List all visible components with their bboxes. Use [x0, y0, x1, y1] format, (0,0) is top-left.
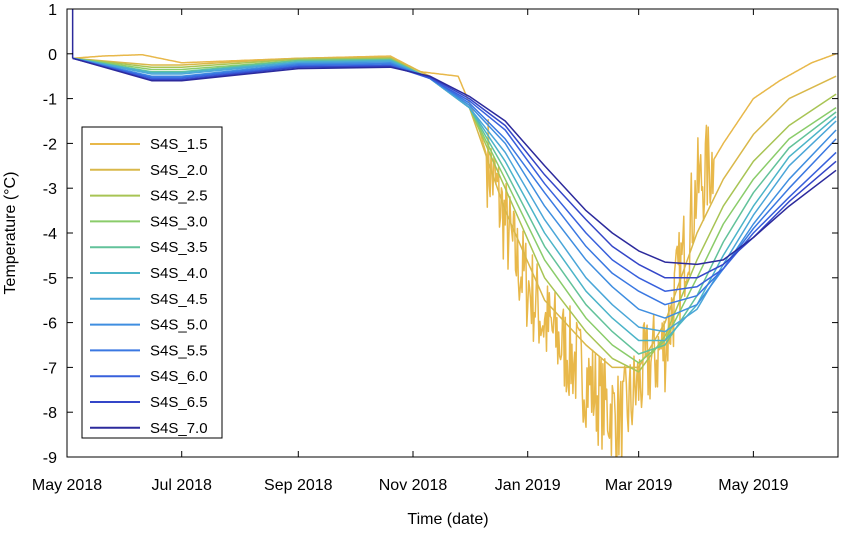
series-line-s4s-1-5	[72, 53, 837, 457]
y-axis-title: Temperature (°C)	[2, 172, 19, 295]
legend-label: S4S_3.0	[150, 213, 208, 230]
legend-label: S4S_4.5	[150, 291, 208, 308]
series-line-s4s-3-5	[72, 57, 837, 355]
legend-label: S4S_5.5	[150, 342, 208, 359]
series-line-s4s-6-0	[72, 57, 837, 292]
y-tick-label: -4	[43, 226, 57, 243]
y-tick-label: -9	[43, 450, 57, 467]
x-tick-label: Jul 2018	[151, 477, 212, 494]
y-tick-label: -5	[43, 271, 57, 288]
series-line-s4s-7-0	[72, 57, 837, 266]
legend-box	[81, 126, 223, 439]
legend-label: S4S_6.5	[150, 394, 208, 411]
legend-label: S4S_4.0	[150, 265, 208, 282]
x-axis-title: Time (date)	[407, 511, 488, 528]
x-tick-label: May 2019	[718, 477, 788, 494]
legend-label: S4S_7.0	[150, 420, 208, 437]
x-tick-label: May 2018	[32, 477, 102, 494]
legend-label: S4S_6.0	[150, 368, 208, 385]
series-line-s4s-2-5	[72, 57, 837, 373]
y-tick-label: -6	[43, 316, 57, 333]
y-tick-label: -8	[43, 405, 57, 422]
y-tick-label: -2	[43, 136, 57, 153]
x-tick-label: Mar 2019	[605, 477, 673, 494]
legend-label: S4S_2.5	[150, 188, 208, 205]
y-tick-label: -7	[43, 360, 57, 377]
series-line-s4s-4-0	[72, 57, 837, 342]
legend-label: S4S_3.5	[150, 239, 208, 256]
y-tick-label: -3	[43, 181, 57, 198]
axis-layer: 1 0 -1 -2 -3 -4 -5 -6 -7 -8 -9 May 2018 Jul 2018 Sep …	[32, 2, 838, 494]
y-tick-label: 0	[48, 47, 57, 64]
series-line-s4s-6-5	[72, 57, 837, 279]
x-tick-label: Jan 2019	[495, 477, 561, 494]
legend-items: S4S_1.5 S4S_2.0 S4S_2.5 S4S_3.0 S4S_3.5 S4S_4…	[90, 136, 208, 437]
y-tick-label: 1	[48, 2, 57, 19]
series-line-s4s-2-0	[72, 56, 837, 369]
legend-label: S4S_5.0	[150, 317, 208, 334]
y-tick-label: -1	[43, 92, 57, 109]
legend: S4S_1.5 S4S_2.0 S4S_2.5 S4S_3.0 S4S_3.5 S4S_4…	[81, 126, 223, 439]
legend-label: S4S_1.5	[150, 136, 208, 153]
x-tick-label: Nov 2018	[379, 477, 448, 494]
series-layer	[71, 9, 837, 457]
x-tick-label: Sep 2018	[264, 477, 333, 494]
legend-label: S4S_2.0	[150, 162, 208, 179]
